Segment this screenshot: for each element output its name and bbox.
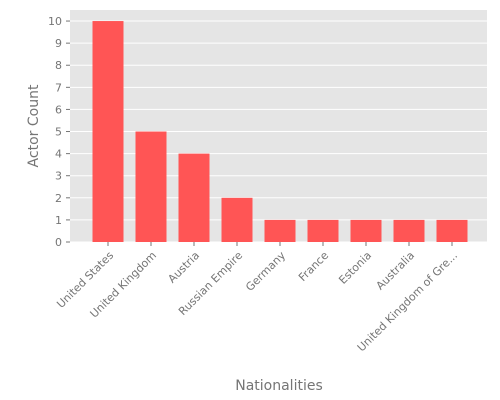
bar — [178, 153, 210, 242]
x-tick-label: France — [296, 249, 331, 284]
bar — [135, 131, 167, 242]
bars — [92, 21, 468, 242]
x-tick-label: Estonia — [336, 249, 374, 287]
bar — [307, 219, 339, 242]
bar — [264, 219, 296, 242]
bar — [221, 197, 253, 242]
bar — [92, 21, 124, 242]
y-tick-label: 8 — [55, 59, 62, 72]
y-tick-label: 6 — [55, 103, 62, 116]
y-tick-label: 7 — [55, 81, 62, 94]
bar — [350, 219, 382, 242]
y-tick-label: 3 — [55, 170, 62, 183]
y-tick-label: 1 — [55, 214, 62, 227]
y-tick-label: 10 — [48, 15, 62, 28]
x-axis-title: Nationalities — [235, 378, 323, 394]
x-tick-label: Austria — [165, 249, 202, 286]
y-tick-label: 9 — [55, 37, 62, 50]
y-tick-label: 5 — [55, 126, 62, 139]
y-tick-label: 0 — [55, 236, 62, 249]
y-axis-ticks: 0 1 2 3 4 5 6 7 8 9 10 — [48, 15, 70, 249]
y-axis-title: Actor Count — [26, 84, 42, 167]
x-tick-label: Australia — [374, 249, 418, 293]
y-tick-label: 4 — [55, 148, 62, 161]
y-tick-label: 2 — [55, 192, 62, 205]
bar — [436, 219, 468, 242]
bar — [393, 219, 425, 242]
plot-area — [70, 10, 487, 242]
x-tick-label: Germany — [243, 249, 288, 294]
